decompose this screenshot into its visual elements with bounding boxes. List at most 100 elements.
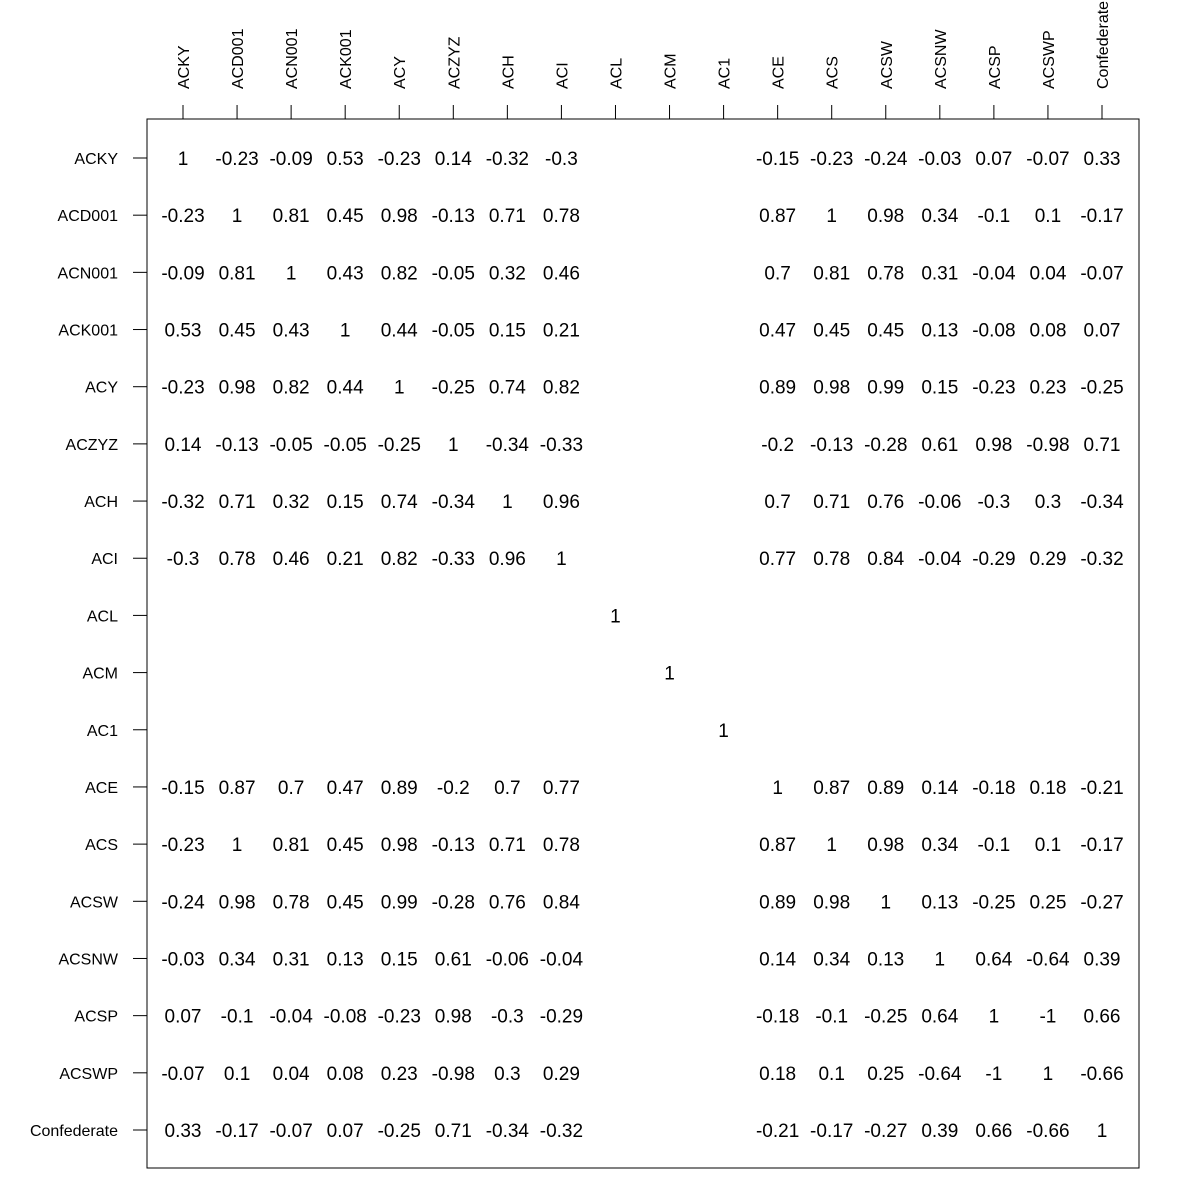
cell-acsw-acsnw: 0.13 xyxy=(921,892,958,913)
cell-acsw-acsw: 1 xyxy=(880,892,891,913)
cell-acn001-acs: 0.81 xyxy=(813,263,850,284)
cell-acs-ace: 0.87 xyxy=(759,835,796,856)
cell-acn001-acsw: 0.78 xyxy=(867,263,904,284)
cell-acsnw-acky: -0.03 xyxy=(161,949,204,970)
cell-acd001-acswp: 0.1 xyxy=(1035,206,1061,227)
cell-confederate-acsw: -0.27 xyxy=(864,1121,907,1142)
cell-acsp-acky: 0.07 xyxy=(165,1007,202,1028)
cell-acsp-acs: -0.1 xyxy=(815,1007,848,1028)
row-label-acl: ACL xyxy=(87,608,118,625)
cell-acn001-aczyz: -0.05 xyxy=(432,263,475,284)
cell-acky-aci: -0.3 xyxy=(545,149,578,170)
col-label-ac1: AC1 xyxy=(717,58,734,89)
cell-ach-aczyz: -0.34 xyxy=(432,492,476,513)
cell-confederate-acswp: -0.66 xyxy=(1026,1121,1069,1142)
cell-acsnw-acsp: 0.64 xyxy=(975,949,1012,970)
cell-acy-ace: 0.89 xyxy=(759,378,796,399)
cell-acm-acm: 1 xyxy=(664,664,675,685)
col-label-ack001: ACK001 xyxy=(338,29,355,89)
row-label-aci: ACI xyxy=(91,551,118,568)
cell-acy-acsp: -0.23 xyxy=(972,378,1015,399)
cell-acn001-acsnw: 0.31 xyxy=(921,263,958,284)
col-label-acsw: ACSW xyxy=(879,40,896,89)
cell-confederate-acn001: -0.07 xyxy=(269,1121,312,1142)
cell-acsw-acs: 0.98 xyxy=(813,892,850,913)
cell-acsp-confederate: 0.66 xyxy=(1084,1007,1121,1028)
col-label-confederate: Confederate xyxy=(1095,1,1112,89)
cell-aci-acswp: 0.29 xyxy=(1029,549,1066,570)
cell-confederate-acd001: -0.17 xyxy=(215,1121,258,1142)
cell-ack001-acsp: -0.08 xyxy=(972,321,1015,342)
cell-aci-acky: -0.3 xyxy=(167,549,200,570)
cell-acky-aczyz: 0.14 xyxy=(435,149,472,170)
cell-acswp-acswp: 1 xyxy=(1043,1064,1054,1085)
cell-acs-acsnw: 0.34 xyxy=(921,835,958,856)
col-label-aci: ACI xyxy=(554,62,571,89)
col-label-acs: ACS xyxy=(825,56,842,89)
cell-acsp-acd001: -0.1 xyxy=(221,1007,254,1028)
cell-ace-acn001: 0.7 xyxy=(278,778,304,799)
row-label-acd001: ACD001 xyxy=(58,208,119,225)
cell-acs-acsp: -0.1 xyxy=(978,835,1011,856)
cell-ach-acsnw: -0.06 xyxy=(918,492,961,513)
row-label-acn001: ACN001 xyxy=(58,265,119,282)
cell-acky-confederate: 0.33 xyxy=(1084,149,1121,170)
cell-acy-acs: 0.98 xyxy=(813,378,850,399)
cell-acswp-acd001: 0.1 xyxy=(224,1064,250,1085)
row-label-aczyz: ACZYZ xyxy=(66,437,119,454)
cell-ac1-ac1: 1 xyxy=(718,721,729,742)
cell-acky-acsw: -0.24 xyxy=(864,149,908,170)
cell-acn001-acky: -0.09 xyxy=(161,263,204,284)
cell-ach-acd001: 0.71 xyxy=(219,492,256,513)
cell-ace-aczyz: -0.2 xyxy=(437,778,470,799)
cell-acd001-acky: -0.23 xyxy=(161,206,204,227)
cell-confederate-acsp: 0.66 xyxy=(975,1121,1012,1142)
cell-acs-acswp: 0.1 xyxy=(1035,835,1061,856)
cell-confederate-acky: 0.33 xyxy=(165,1121,202,1142)
col-label-acm: ACM xyxy=(663,53,680,89)
cell-acsp-ack001: -0.08 xyxy=(324,1007,367,1028)
cell-aczyz-acsnw: 0.61 xyxy=(921,435,958,456)
cell-acy-aczyz: -0.25 xyxy=(432,378,475,399)
cell-acd001-acy: 0.98 xyxy=(381,206,418,227)
cell-acy-acsw: 0.99 xyxy=(867,378,904,399)
col-label-aczyz: ACZYZ xyxy=(446,36,463,89)
cell-ach-aci: 0.96 xyxy=(543,492,580,513)
cell-aczyz-ace: -0.2 xyxy=(761,435,794,456)
cell-ach-acky: -0.32 xyxy=(161,492,204,513)
cell-acn001-acswp: 0.04 xyxy=(1029,263,1066,284)
cell-acswp-acsw: 0.25 xyxy=(867,1064,904,1085)
cell-acy-acy: 1 xyxy=(394,378,405,399)
row-label-acsnw: ACSNW xyxy=(58,951,118,968)
cell-confederate-ack001: 0.07 xyxy=(327,1121,364,1142)
cell-aczyz-ack001: -0.05 xyxy=(324,435,367,456)
cell-aci-confederate: -0.32 xyxy=(1080,549,1123,570)
cell-acd001-acn001: 0.81 xyxy=(273,206,310,227)
cell-confederate-confederate: 1 xyxy=(1097,1121,1108,1142)
cell-acsw-acswp: 0.25 xyxy=(1029,892,1066,913)
cell-acy-confederate: -0.25 xyxy=(1080,378,1123,399)
cell-aczyz-acs: -0.13 xyxy=(810,435,853,456)
cell-aczyz-acy: -0.25 xyxy=(378,435,421,456)
cell-acd001-acs: 1 xyxy=(826,206,837,227)
cell-acsnw-acsw: 0.13 xyxy=(867,949,904,970)
cell-acy-acn001: 0.82 xyxy=(273,378,310,399)
cell-aczyz-acd001: -0.13 xyxy=(215,435,258,456)
cell-ack001-acd001: 0.45 xyxy=(219,321,256,342)
cell-acsnw-ack001: 0.13 xyxy=(327,949,364,970)
cell-confederate-ach: -0.34 xyxy=(486,1121,530,1142)
cell-ach-acswp: 0.3 xyxy=(1035,492,1061,513)
col-label-ace: ACE xyxy=(771,56,788,89)
col-label-acl: ACL xyxy=(608,58,625,89)
cell-ace-ace: 1 xyxy=(772,778,783,799)
col-label-acsp: ACSP xyxy=(987,45,1004,89)
cell-acky-acswp: -0.07 xyxy=(1026,149,1069,170)
cell-acswp-acsnw: -0.64 xyxy=(918,1064,962,1085)
cell-acd001-acsnw: 0.34 xyxy=(921,206,958,227)
cell-acsw-acsp: -0.25 xyxy=(972,892,1015,913)
row-label-ack001: ACK001 xyxy=(58,323,118,340)
cell-ach-acy: 0.74 xyxy=(381,492,418,513)
cell-ack001-acn001: 0.43 xyxy=(273,321,310,342)
cell-aczyz-acsp: 0.98 xyxy=(975,435,1012,456)
cell-aci-acd001: 0.78 xyxy=(219,549,256,570)
